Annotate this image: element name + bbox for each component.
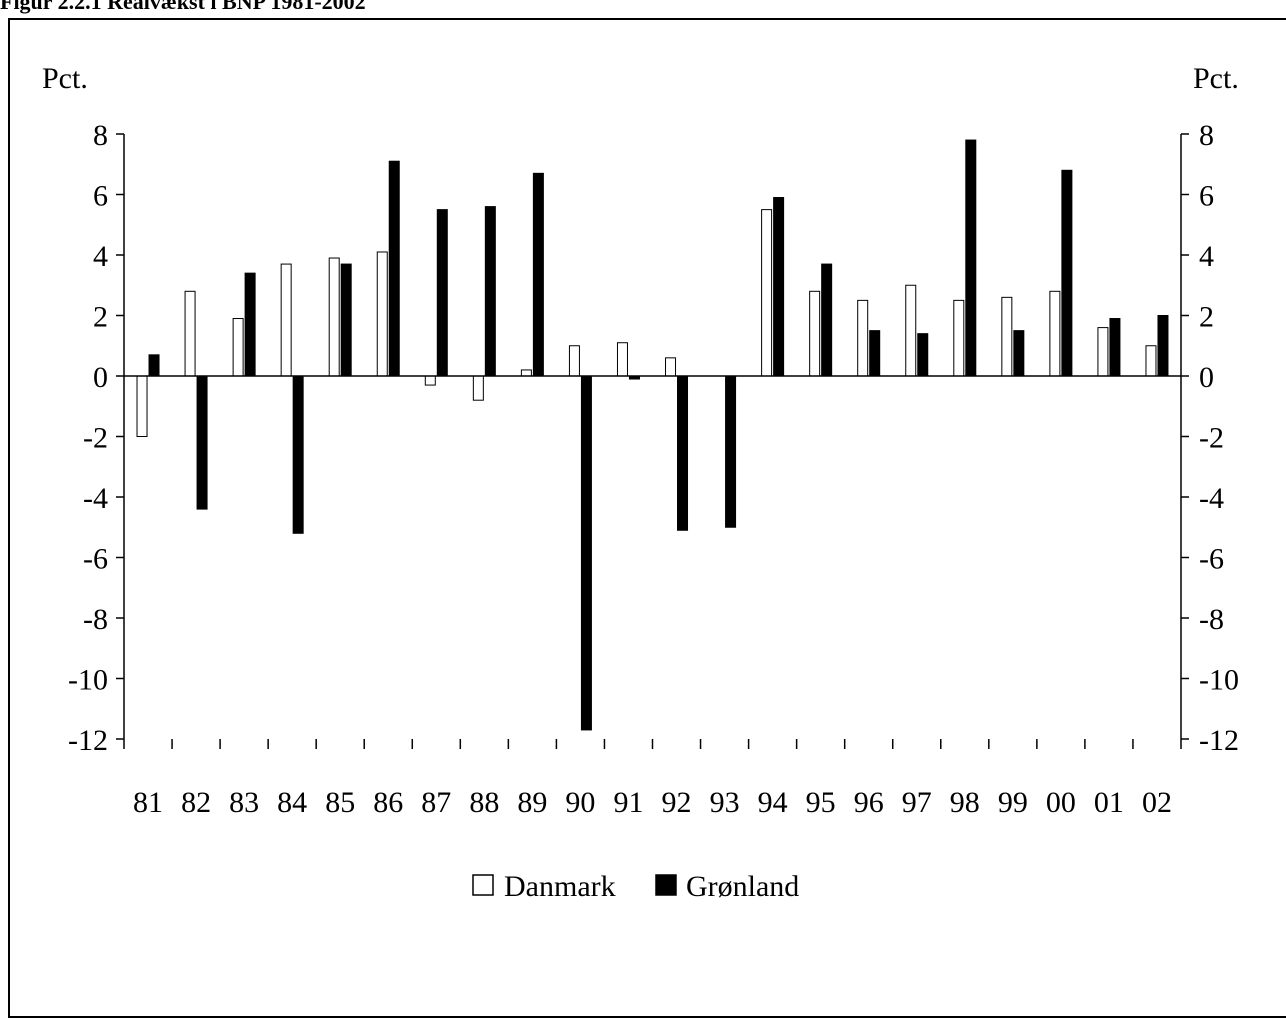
legend-swatch-gronland bbox=[656, 875, 676, 895]
bar-gronland-88 bbox=[485, 207, 495, 376]
bars bbox=[137, 140, 1168, 730]
bar-gronland-82 bbox=[197, 376, 207, 509]
right-tick-label: 0 bbox=[1199, 361, 1214, 394]
bar-danmark-98 bbox=[954, 300, 964, 376]
left-tick-label: -2 bbox=[83, 422, 108, 455]
bar-danmark-81 bbox=[137, 376, 147, 437]
x-tick-label: 90 bbox=[565, 786, 595, 819]
right-tick-label: 6 bbox=[1199, 180, 1214, 213]
bar-gronland-89 bbox=[533, 173, 543, 376]
bar-gronland-97 bbox=[918, 334, 928, 376]
bar-gronland-98 bbox=[966, 140, 976, 376]
x-axis-labels: 81 82 83 84 85 86 87 88 89 90 91 92 93 94 95 96 97 98 99 00… bbox=[133, 786, 1172, 819]
x-tick-label: 88 bbox=[469, 786, 499, 819]
x-tick-label: 82 bbox=[181, 786, 211, 819]
left-tick-label: 2 bbox=[93, 301, 108, 334]
y-axis-label-left: Pct. bbox=[42, 62, 88, 95]
left-tick-label: -4 bbox=[83, 482, 108, 515]
legend-swatch-danmark bbox=[473, 875, 493, 895]
bar-gronland-96 bbox=[870, 331, 880, 376]
x-tick-label: 00 bbox=[1046, 786, 1076, 819]
right-tick-label: -8 bbox=[1199, 603, 1224, 636]
bar-gronland-87 bbox=[437, 210, 447, 376]
left-tick-label: 8 bbox=[93, 119, 108, 152]
legend-label-gronland: Grønland bbox=[686, 870, 799, 903]
bar-danmark-95 bbox=[810, 291, 820, 376]
bar-danmark-87 bbox=[425, 376, 435, 385]
right-tick-label: 8 bbox=[1199, 119, 1214, 152]
bar-danmark-92 bbox=[666, 358, 676, 376]
bar-danmark-85 bbox=[329, 258, 339, 376]
left-axis: 8 6 4 2 0 -2 -4 -6 -8 -10 -12 bbox=[68, 119, 124, 757]
left-tick-label: 4 bbox=[93, 240, 108, 273]
bar-danmark-00 bbox=[1050, 291, 1060, 376]
bar-gronland-86 bbox=[389, 161, 399, 376]
x-tick-label: 86 bbox=[373, 786, 403, 819]
x-tick-label: 97 bbox=[902, 786, 932, 819]
bar-gronland-84 bbox=[293, 376, 303, 533]
x-tick-label: 95 bbox=[806, 786, 836, 819]
bar-danmark-82 bbox=[185, 291, 195, 376]
left-tick-label: -12 bbox=[68, 724, 108, 757]
left-tick-label: -8 bbox=[83, 603, 108, 636]
right-tick-label: -4 bbox=[1199, 482, 1224, 515]
bar-gronland-83 bbox=[245, 273, 255, 376]
bar-danmark-02 bbox=[1146, 346, 1156, 376]
legend: Danmark Grønland bbox=[473, 870, 799, 903]
right-tick-label: -6 bbox=[1199, 543, 1224, 576]
left-tick-label: 0 bbox=[93, 361, 108, 394]
bar-danmark-99 bbox=[1002, 297, 1012, 376]
x-tick-label: 01 bbox=[1094, 786, 1124, 819]
x-tick-label: 96 bbox=[854, 786, 884, 819]
bar-danmark-97 bbox=[906, 285, 916, 376]
bar-gronland-00 bbox=[1062, 170, 1072, 376]
x-tick-label: 94 bbox=[758, 786, 788, 819]
x-tick-label: 92 bbox=[662, 786, 692, 819]
bar-gronland-95 bbox=[822, 264, 832, 376]
bar-danmark-96 bbox=[858, 300, 868, 376]
bar-danmark-88 bbox=[473, 376, 483, 400]
x-tick-label: 81 bbox=[133, 786, 163, 819]
bar-danmark-01 bbox=[1098, 328, 1108, 376]
bar-danmark-89 bbox=[521, 370, 531, 376]
x-tick-label: 83 bbox=[229, 786, 259, 819]
x-tick-label: 93 bbox=[710, 786, 740, 819]
legend-label-danmark: Danmark bbox=[504, 870, 616, 903]
bar-danmark-86 bbox=[377, 252, 387, 376]
right-tick-label: -12 bbox=[1199, 724, 1239, 757]
y-axis-label-right: Pct. bbox=[1193, 62, 1239, 95]
right-tick-label: 2 bbox=[1199, 301, 1214, 334]
bar-danmark-91 bbox=[617, 343, 627, 376]
bar-gronland-99 bbox=[1014, 331, 1024, 376]
bar-gronland-94 bbox=[774, 198, 784, 376]
bar-gronland-85 bbox=[341, 264, 351, 376]
x-tick-label: 85 bbox=[325, 786, 355, 819]
right-tick-label: -2 bbox=[1199, 422, 1224, 455]
x-tick-label: 84 bbox=[277, 786, 307, 819]
x-axis bbox=[124, 376, 1181, 749]
right-tick-label: 4 bbox=[1199, 240, 1214, 273]
bar-gronland-01 bbox=[1110, 319, 1120, 376]
bar-danmark-94 bbox=[762, 210, 772, 376]
bar-danmark-83 bbox=[233, 319, 243, 376]
bar-gronland-93 bbox=[726, 376, 736, 527]
x-tick-label: 02 bbox=[1142, 786, 1172, 819]
x-tick-label: 87 bbox=[421, 786, 451, 819]
right-axis: 8 6 4 2 0 -2 -4 -6 -8 -10 -12 bbox=[1181, 119, 1239, 757]
bar-danmark-84 bbox=[281, 264, 291, 376]
bar-danmark-90 bbox=[569, 346, 579, 376]
bar-gronland-81 bbox=[149, 355, 159, 376]
x-tick-label: 89 bbox=[517, 786, 547, 819]
right-tick-label: -10 bbox=[1199, 664, 1239, 697]
bar-gronland-90 bbox=[581, 376, 591, 730]
x-tick-label: 99 bbox=[998, 786, 1028, 819]
x-tick-label: 98 bbox=[950, 786, 980, 819]
bar-gronland-92 bbox=[678, 376, 688, 530]
left-tick-label: 6 bbox=[93, 180, 108, 213]
x-tick-label: 91 bbox=[613, 786, 643, 819]
bar-gronland-02 bbox=[1158, 316, 1168, 377]
left-tick-label: -6 bbox=[83, 543, 108, 576]
left-tick-label: -10 bbox=[68, 664, 108, 697]
